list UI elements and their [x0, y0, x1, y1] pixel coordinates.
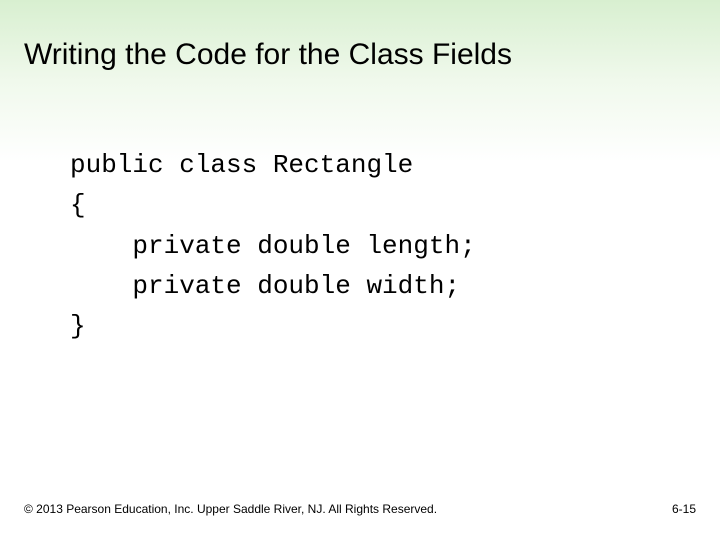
code-line-2: private double length;	[70, 226, 476, 266]
code-line-0: public class Rectangle	[70, 145, 476, 185]
code-line-4: }	[70, 306, 476, 346]
slide-title: Writing the Code for the Class Fields	[24, 38, 512, 72]
code-block: public class Rectangle { private double …	[70, 145, 476, 346]
code-line-1: {	[70, 185, 476, 225]
page-number: 6-15	[672, 502, 696, 516]
code-line-3: private double width;	[70, 266, 476, 306]
copyright-text: © 2013 Pearson Education, Inc. Upper Sad…	[24, 502, 437, 516]
footer: © 2013 Pearson Education, Inc. Upper Sad…	[24, 502, 696, 516]
